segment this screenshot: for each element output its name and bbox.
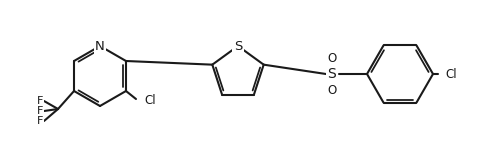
Text: Cl: Cl [144,94,156,107]
Text: Cl: Cl [445,67,457,81]
Text: S: S [327,67,336,81]
Text: S: S [234,40,242,53]
Text: O: O [327,52,337,65]
Text: F: F [37,106,43,116]
Text: N: N [95,40,105,53]
Text: F: F [37,96,43,106]
Text: F: F [37,116,43,126]
Text: O: O [327,83,337,96]
